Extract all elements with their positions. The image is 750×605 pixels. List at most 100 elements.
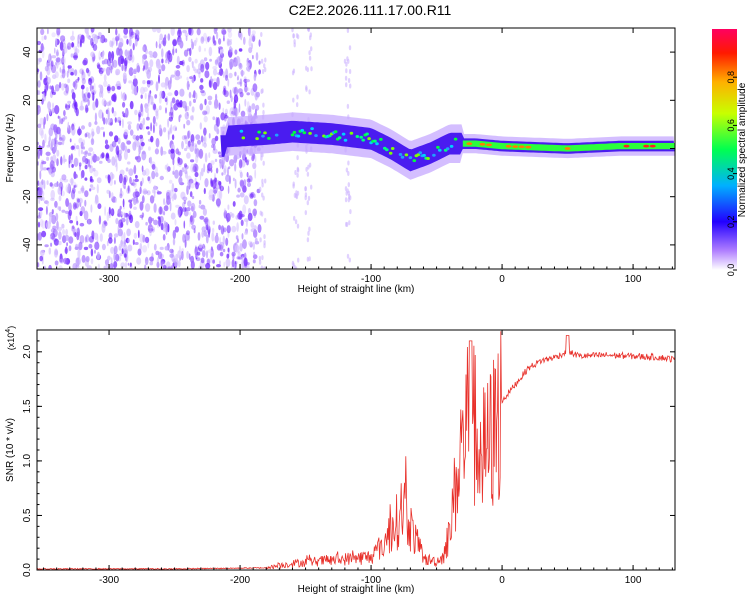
- noise-speckle: [133, 68, 139, 72]
- noise-speckle: [223, 227, 227, 233]
- colorbar-tick-label: 0.4: [726, 167, 736, 180]
- noise-speckle: [115, 28, 118, 36]
- colorbar-ticks: 0.0 0.2 0.4 0.6 0.8: [726, 71, 737, 276]
- noise-speckle: [55, 57, 61, 63]
- noise-speckle: [122, 92, 127, 102]
- noise-speckle: [237, 212, 242, 220]
- noise-speckle: [37, 141, 40, 146]
- noise-speckle: [173, 164, 175, 174]
- noise-speckle: [65, 84, 69, 94]
- noise-speckle: [49, 182, 53, 187]
- noise-speckle: [232, 253, 235, 261]
- ridge-peak: [643, 144, 650, 148]
- noise-speckle: [79, 235, 85, 244]
- noise-speckle: [129, 176, 132, 184]
- noise-speckle: [90, 155, 93, 165]
- noise-speckle: [199, 122, 202, 130]
- noise-speckle: [48, 264, 52, 269]
- noise-speckle: [184, 147, 188, 152]
- noise-speckle: [65, 198, 69, 207]
- noise-speckle: [246, 78, 250, 83]
- noise-speckle: [142, 245, 148, 253]
- noise-speckle: [51, 85, 54, 94]
- noise-speckle: [61, 57, 65, 63]
- noise-speckle: [208, 228, 211, 238]
- noise-speckle: [53, 124, 58, 133]
- noise-speckle: [207, 249, 213, 254]
- noise-speckle: [80, 100, 83, 110]
- noise-speckle: [119, 193, 123, 199]
- noise-speckle: [225, 237, 229, 246]
- noise-speckle: [83, 246, 89, 251]
- noise-speckle: [112, 93, 117, 103]
- noise-speckle: [347, 197, 350, 203]
- noise-speckle: [73, 157, 79, 167]
- noise-speckle: [198, 45, 202, 53]
- noise-speckle: [157, 216, 161, 220]
- noise-speckle: [76, 231, 80, 241]
- noise-speckle: [262, 110, 265, 115]
- noise-speckle: [167, 266, 172, 269]
- noise-speckle: [253, 193, 256, 199]
- noise-speckle: [61, 137, 65, 146]
- noise-speckle: [218, 46, 224, 55]
- noise-speckle: [114, 197, 117, 203]
- noise-speckle: [111, 192, 114, 199]
- noise-speckle: [50, 60, 54, 67]
- noise-speckle: [64, 234, 70, 241]
- noise-speckle: [58, 195, 62, 202]
- noise-speckle: [106, 240, 109, 247]
- noise-speckle: [50, 189, 55, 200]
- noise-speckle: [54, 105, 60, 115]
- noise-speckle: [72, 187, 76, 194]
- noise-speckle: [55, 38, 58, 47]
- noise-speckle: [172, 39, 177, 47]
- noise-speckle: [177, 38, 183, 46]
- ridge-speckle: [290, 133, 295, 137]
- noise-speckle: [51, 32, 56, 38]
- noise-speckle: [108, 237, 113, 244]
- noise-speckle: [111, 107, 115, 114]
- noise-speckle: [101, 67, 106, 72]
- noise-speckle: [196, 28, 201, 36]
- noise-speckle: [84, 104, 89, 114]
- noise-speckle: [169, 253, 174, 258]
- noise-speckle: [120, 91, 123, 100]
- noise-speckle: [240, 219, 244, 226]
- noise-speckle: [74, 48, 80, 54]
- noise-speckle: [195, 181, 198, 185]
- noise-speckle: [253, 251, 256, 257]
- noise-speckle: [244, 98, 247, 107]
- noise-speckle: [110, 246, 115, 254]
- noise-speckle: [85, 131, 90, 137]
- noise-speckle: [133, 75, 136, 80]
- noise-speckle: [81, 77, 86, 85]
- noise-speckle: [203, 163, 206, 173]
- noise-speckle: [212, 116, 216, 121]
- noise-speckle: [195, 37, 198, 43]
- noise-speckle: [181, 248, 185, 253]
- noise-speckle: [149, 228, 152, 237]
- noise-speckle: [76, 220, 79, 226]
- noise-speckle: [144, 264, 147, 269]
- noise-speckle: [171, 196, 174, 202]
- noise-speckle: [183, 123, 186, 129]
- noise-speckle: [141, 125, 145, 131]
- noise-speckle: [239, 91, 244, 98]
- noise-speckle: [248, 240, 253, 246]
- noise-speckle: [67, 100, 71, 104]
- noise-speckle: [111, 41, 114, 47]
- noise-speckle: [89, 83, 92, 92]
- noise-speckle: [194, 58, 198, 64]
- noise-speckle: [129, 202, 133, 209]
- noise-speckle: [145, 126, 150, 130]
- noise-speckle: [43, 121, 45, 130]
- noise-speckle: [127, 262, 130, 266]
- noise-speckle: [119, 120, 122, 127]
- noise-speckle: [103, 131, 105, 138]
- noise-speckle: [198, 199, 202, 205]
- noise-speckle: [192, 210, 197, 219]
- noise-speckle: [58, 81, 62, 89]
- x-tick-label: -300: [99, 575, 119, 586]
- ridge-speckle: [359, 135, 364, 139]
